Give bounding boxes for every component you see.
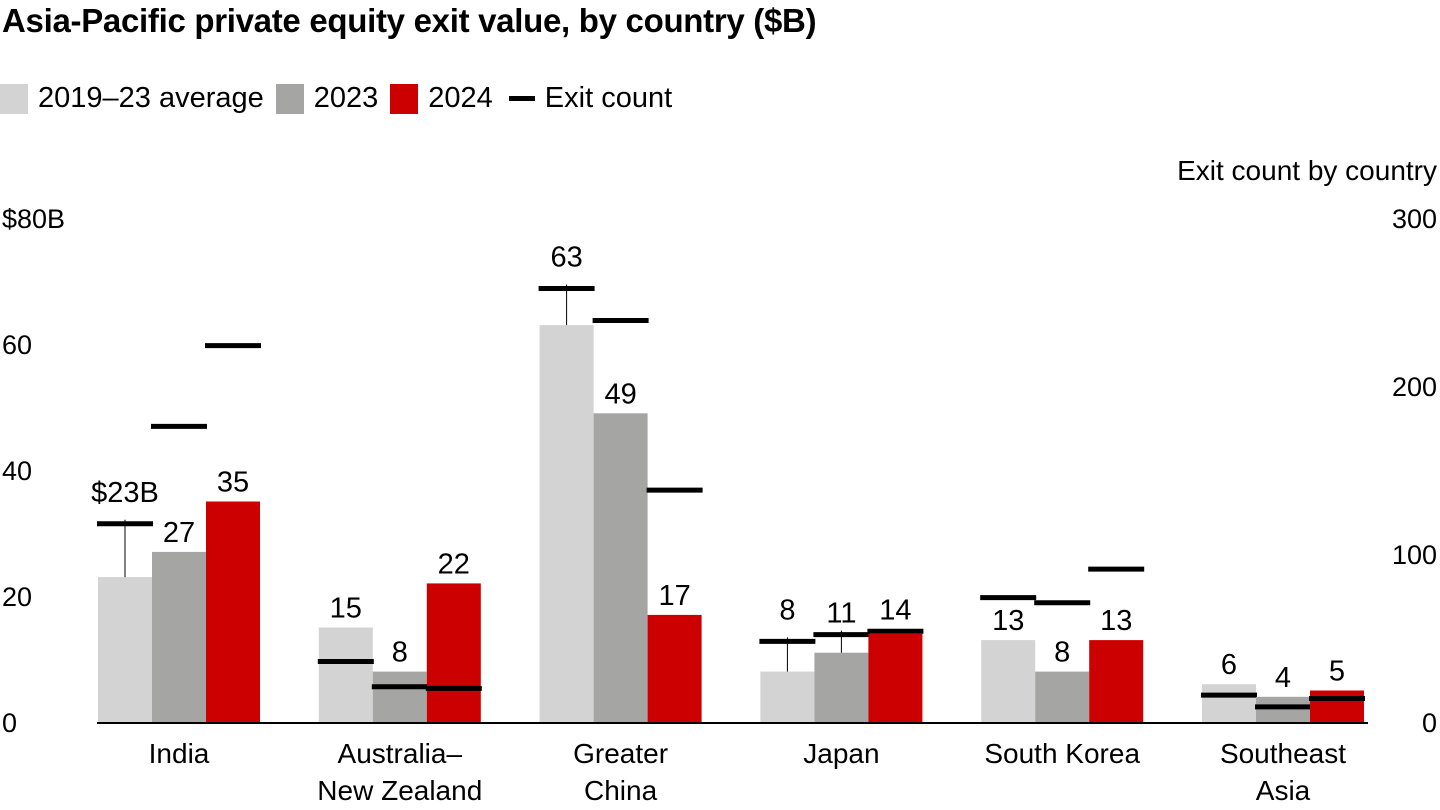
x-tick-label: Asia bbox=[1256, 775, 1311, 806]
y-right-tick-label: 0 bbox=[1422, 708, 1437, 738]
y-tick-label: 20 bbox=[2, 582, 32, 612]
data-label: 13 bbox=[992, 605, 1024, 637]
x-tick-label: Japan bbox=[803, 738, 879, 769]
legend-label-avg: 2019–23 average bbox=[38, 82, 264, 114]
legend-label-2023: 2023 bbox=[313, 82, 379, 114]
bar bbox=[868, 633, 923, 722]
data-label: 5 bbox=[1329, 656, 1345, 688]
x-tick-label: China bbox=[584, 775, 658, 806]
legend-item-exit-count: Exit count bbox=[505, 82, 672, 115]
y-tick-label: 0 bbox=[2, 708, 17, 738]
y-tick-label: 60 bbox=[2, 330, 32, 360]
legend-swatch-avg bbox=[0, 83, 28, 114]
bar bbox=[372, 671, 427, 722]
data-label: 27 bbox=[163, 517, 195, 549]
y-tick-label: $80B bbox=[2, 204, 65, 234]
bar bbox=[1310, 690, 1364, 722]
data-label: 8 bbox=[392, 637, 408, 669]
legend-label-2024: 2024 bbox=[428, 82, 493, 114]
data-label: 6 bbox=[1221, 649, 1237, 681]
x-tick-label: New Zealand bbox=[317, 775, 482, 806]
bar bbox=[539, 325, 594, 722]
data-label: 17 bbox=[658, 580, 690, 612]
x-tick-label: India bbox=[149, 738, 210, 769]
data-label: 14 bbox=[879, 594, 911, 626]
bar bbox=[98, 577, 152, 722]
bar bbox=[593, 413, 648, 722]
legend-line-exit-count bbox=[508, 96, 535, 101]
data-label: 15 bbox=[330, 593, 362, 625]
bar bbox=[318, 627, 373, 722]
chart-title: Asia-Pacific private equity exit value, … bbox=[2, 2, 817, 39]
bar bbox=[1202, 684, 1256, 722]
bar bbox=[426, 583, 481, 722]
legend-label-exit-count: Exit count bbox=[544, 82, 673, 114]
x-tick-label: South Korea bbox=[984, 738, 1140, 769]
legend-swatch-2023 bbox=[275, 83, 304, 114]
bar bbox=[206, 501, 260, 722]
y-right-tick-label: 100 bbox=[1392, 540, 1437, 570]
data-label: $23B bbox=[91, 477, 159, 509]
data-label: 49 bbox=[604, 378, 636, 410]
x-tick-label: Southeast bbox=[1220, 738, 1346, 769]
bar bbox=[152, 551, 206, 722]
x-tick-label: Australia– bbox=[338, 738, 463, 769]
legend-swatch-2024 bbox=[390, 83, 419, 114]
bar bbox=[1035, 671, 1090, 722]
y-right-tick-label: 200 bbox=[1392, 372, 1437, 402]
data-label: 63 bbox=[550, 242, 582, 274]
bar bbox=[1089, 640, 1144, 722]
bar bbox=[981, 640, 1036, 722]
y-right-tick-label: 300 bbox=[1392, 204, 1437, 234]
legend-item-2024: 2024 bbox=[390, 82, 493, 115]
data-label: 8 bbox=[779, 594, 795, 626]
bar bbox=[1256, 696, 1310, 722]
data-label: 13 bbox=[1100, 605, 1132, 637]
bar bbox=[814, 652, 869, 722]
data-label: 4 bbox=[1275, 662, 1291, 694]
bar bbox=[760, 671, 815, 722]
y-tick-label: 40 bbox=[2, 456, 32, 486]
x-tick-label: Greater bbox=[573, 738, 668, 769]
data-label: 22 bbox=[438, 548, 470, 580]
legend: 2019–23 average 2023 2024 Exit count bbox=[0, 82, 684, 115]
y-right-axis-title: Exit count by country bbox=[1177, 155, 1437, 186]
legend-item-avg: 2019–23 average bbox=[0, 82, 264, 115]
data-label: 8 bbox=[1054, 637, 1070, 669]
legend-item-2023: 2023 bbox=[275, 82, 379, 115]
data-label: 35 bbox=[217, 467, 249, 499]
data-label: 11 bbox=[826, 598, 856, 630]
bar bbox=[647, 614, 702, 722]
